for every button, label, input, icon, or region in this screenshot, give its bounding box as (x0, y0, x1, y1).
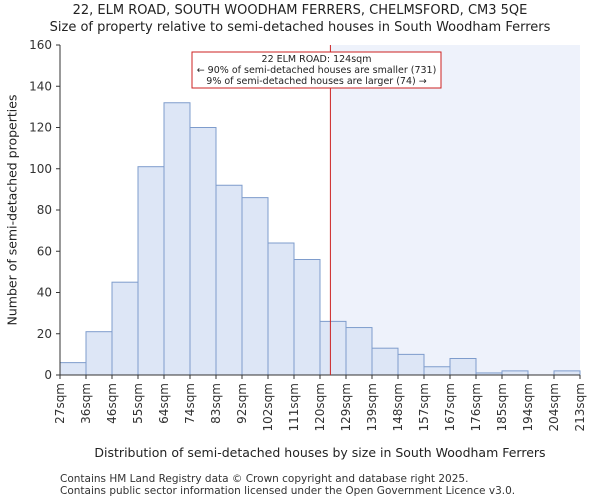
x-tick-label-148sqm: 148sqm (391, 383, 405, 431)
y-tick-label-60: 60 (37, 244, 52, 258)
chart-title: 22, ELM ROAD, SOUTH WOODHAM FERRERS, CHE… (72, 3, 528, 18)
bar-102sqm (267, 242, 295, 376)
x-tick-label-27sqm: 27sqm (53, 383, 67, 424)
x-tick-label-194sqm: 194sqm (521, 383, 535, 431)
x-tick-label-64sqm: 64sqm (157, 383, 171, 424)
y-tick-label-120: 120 (29, 121, 52, 135)
x-tick-label-55sqm: 55sqm (131, 383, 145, 424)
bar-111sqm (293, 259, 321, 376)
chart-subtitle: Size of property relative to semi-detach… (49, 20, 551, 35)
y-tick-label-140: 140 (29, 79, 52, 93)
x-tick-label-204sqm: 204sqm (547, 383, 561, 431)
bar-92sqm (241, 197, 269, 376)
x-tick-label-157sqm: 157sqm (417, 383, 431, 431)
footer-licence: Contains public sector information licen… (60, 485, 516, 497)
x-tick-label-111sqm: 111sqm (287, 383, 301, 431)
bar-64sqm (163, 102, 191, 376)
x-tick-label-74sqm: 74sqm (183, 383, 197, 424)
bar-46sqm (111, 281, 139, 376)
annotation-smaller: ← 90% of semi-detached houses are smalle… (197, 65, 437, 76)
bar-204sqm (553, 370, 581, 376)
x-tick-label-185sqm: 185sqm (495, 383, 509, 431)
x-tick-label-46sqm: 46sqm (105, 383, 119, 424)
bar-148sqm (397, 353, 425, 376)
x-tick-label-139sqm: 139sqm (365, 383, 379, 431)
x-tick-label-167sqm: 167sqm (443, 383, 457, 431)
bar-157sqm (423, 366, 451, 376)
bar-167sqm (449, 358, 477, 376)
x-tick-label-36sqm: 36sqm (79, 383, 93, 424)
x-tick-label-92sqm: 92sqm (235, 383, 249, 424)
bar-74sqm (189, 127, 217, 376)
annotation-larger: 9% of semi-detached houses are larger (7… (206, 76, 426, 87)
x-tick-label-120sqm: 120sqm (313, 383, 327, 431)
y-tick-label-20: 20 (37, 327, 52, 341)
bar-36sqm (85, 331, 113, 376)
highlight-region (330, 45, 580, 375)
annotation-title: 22 ELM ROAD: 124sqm (262, 54, 372, 65)
y-axis-label: Number of semi-detached properties (4, 94, 20, 326)
x-tick-label-213sqm: 213sqm (573, 383, 587, 431)
x-tick-label-102sqm: 102sqm (261, 383, 275, 431)
annotation-box (191, 51, 442, 89)
bar-83sqm (215, 184, 243, 376)
y-tick-label-40: 40 (37, 286, 52, 300)
x-tick-label-83sqm: 83sqm (209, 383, 223, 424)
bar-55sqm (137, 166, 165, 376)
bar-120sqm (319, 320, 347, 376)
bar-27sqm (59, 362, 87, 376)
bar-139sqm (371, 347, 399, 376)
footer-copyright: Contains HM Land Registry data © Crown c… (60, 473, 469, 485)
x-tick-label-176sqm: 176sqm (469, 383, 483, 431)
x-tick-label-129sqm: 129sqm (339, 383, 353, 431)
y-tick-label-80: 80 (37, 203, 52, 217)
bar-129sqm (345, 327, 373, 376)
y-tick-label-100: 100 (29, 162, 52, 176)
bar-185sqm (501, 370, 529, 376)
y-tick-label-160: 160 (29, 38, 52, 52)
y-tick-label-0: 0 (44, 368, 52, 382)
x-axis-label: Distribution of semi-detached houses by … (94, 445, 546, 460)
